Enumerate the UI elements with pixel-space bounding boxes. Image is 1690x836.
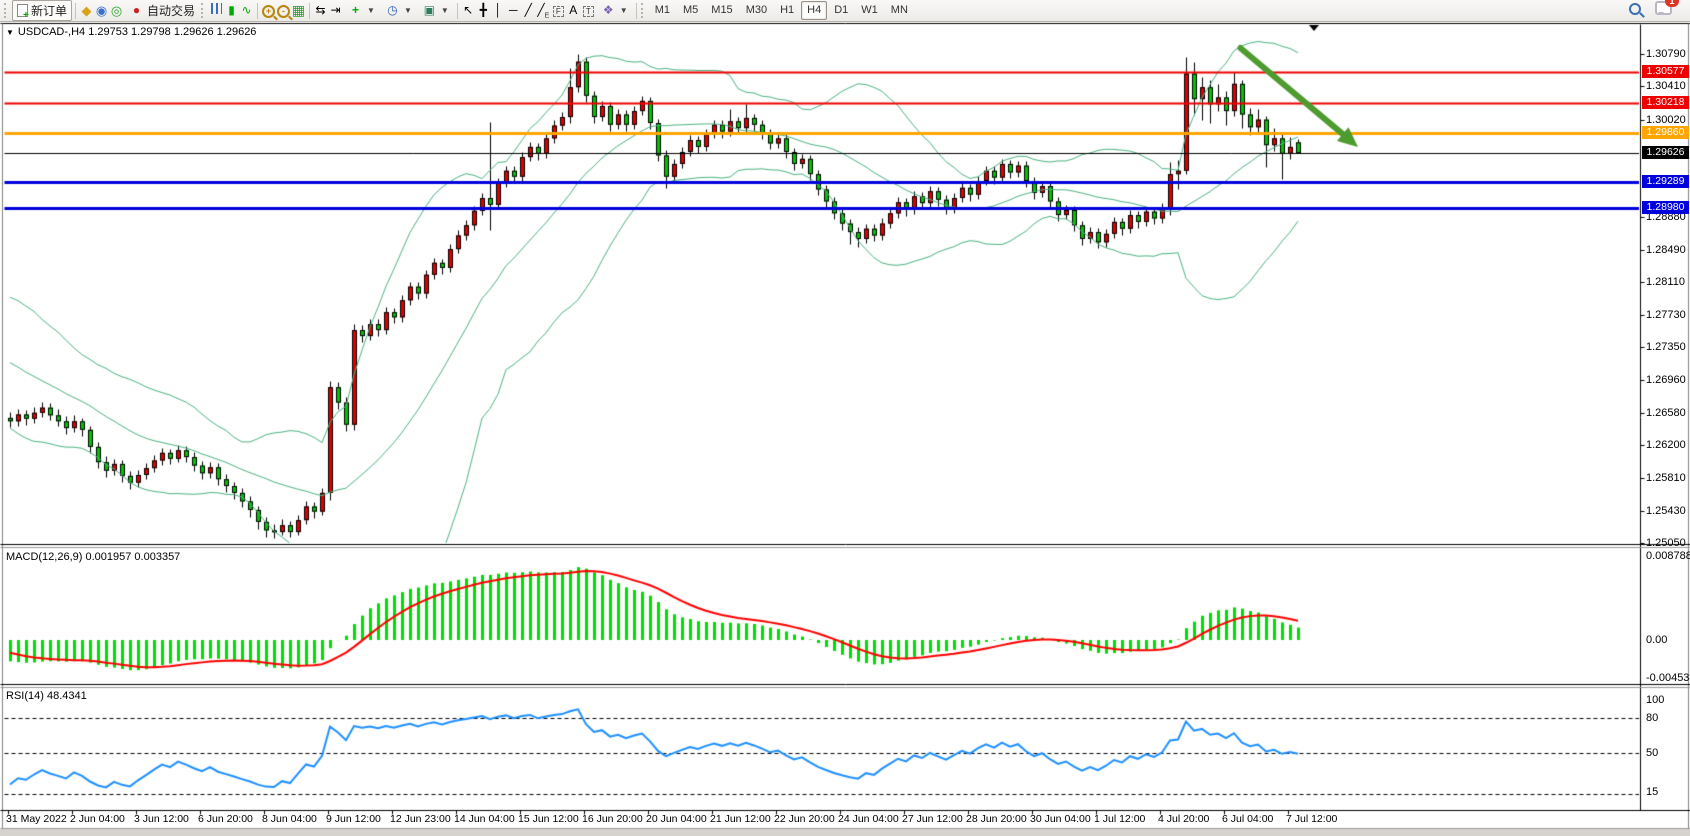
templates-button[interactable]: ▣ ▼ [417, 0, 454, 21]
line-chart-type-icon[interactable]: ∿ [241, 3, 252, 17]
clock-icon: ◷ [387, 3, 398, 17]
tile-windows-icon[interactable]: ▦ [291, 2, 306, 18]
zoom-in-icon[interactable]: + [261, 3, 276, 18]
candlestick-chart-type-icon[interactable]: ▮ [228, 3, 235, 17]
bar-chart-type-icon[interactable] [209, 3, 224, 18]
arrows-tool-button[interactable]: ❖ ▼ [596, 0, 633, 21]
timeframe-button-w1[interactable]: W1 [861, 4, 878, 16]
channel-tool-icon[interactable]: ╱E [537, 3, 550, 20]
timeframe-button-mn[interactable]: MN [890, 4, 908, 16]
timeframe-button-h1[interactable]: H1 [780, 4, 795, 16]
timeframe-button-m1[interactable]: M1 [654, 4, 670, 16]
timeframe-button-h4[interactable]: H4 [801, 1, 828, 20]
timeframe-button-m30[interactable]: M30 [745, 4, 768, 16]
vertical-line-tool-icon[interactable]: │ [494, 3, 503, 17]
gold-tool-icon[interactable]: ◆ [81, 3, 92, 18]
text-label-tool-icon[interactable]: T [581, 3, 596, 18]
chevron-down-icon: ▼ [367, 6, 375, 15]
separator [309, 2, 311, 19]
cursor-tool-icon[interactable]: ↖ [463, 3, 474, 17]
separator [257, 2, 259, 19]
text-tool-icon[interactable]: A [569, 3, 578, 17]
timeframe-group: M1 M5 M15 M30 H1 H4 D1 W1 MN [649, 1, 914, 20]
template-chart-icon: ▣ [423, 3, 436, 17]
new-order-icon: + [17, 4, 29, 21]
toolbar-grip[interactable] [640, 3, 646, 18]
timeframe-button-m15[interactable]: M15 [711, 4, 733, 16]
horizontal-line-tool-icon[interactable]: ─ [509, 3, 518, 17]
indicators-plus-icon: + [352, 3, 360, 17]
separator [635, 2, 637, 19]
toolbar-grip[interactable] [201, 3, 206, 18]
new-order-label: 新订单 [31, 4, 68, 18]
periods-button[interactable]: ◷ ▼ [380, 0, 417, 21]
auto-trading-icon: ● [132, 3, 141, 17]
trendline-tool-icon[interactable]: ╱ [524, 3, 532, 17]
chevron-down-icon: ▼ [440, 6, 449, 15]
search-icon[interactable] [1629, 2, 1641, 20]
signals-icon[interactable]: ◎ [110, 3, 123, 18]
separator [456, 2, 458, 19]
navigator-icon[interactable]: ◉ [95, 3, 108, 18]
zoom-out-icon[interactable]: - [276, 3, 291, 18]
timeframe-button-d1[interactable]: D1 [834, 4, 849, 16]
notifications-button[interactable]: 1 [1655, 0, 1679, 20]
indicators-button[interactable]: + ▼ [343, 0, 380, 21]
chart-shift-icon[interactable]: ⇥ [330, 3, 341, 17]
crosshair-tool-icon[interactable]: ╋ [479, 3, 487, 17]
toolbar-grip[interactable] [4, 3, 9, 18]
chevron-down-icon: ▼ [403, 6, 412, 15]
timeframe-button-m5[interactable]: M5 [683, 4, 699, 16]
notification-badge: 1 [1665, 0, 1679, 7]
auto-trading-button[interactable]: ● 自动交易 [124, 0, 200, 21]
chevron-down-icon: ▼ [619, 6, 628, 15]
arrows-tool-icon: ❖ [602, 3, 614, 17]
fibonacci-tool-icon[interactable]: F [551, 3, 566, 18]
auto-trading-label: 自动交易 [147, 4, 196, 18]
auto-scroll-icon[interactable]: ⇆ [315, 3, 326, 17]
toolbar: + 新订单 ◆ ◉ ◎ ● 自动交易 ▮ ∿ + - ▦ ⇆ ⇥ + ▼ ◷ ▼… [0, 0, 1690, 22]
new-order-button[interactable]: + 新订单 [12, 0, 73, 21]
separator [75, 2, 77, 19]
